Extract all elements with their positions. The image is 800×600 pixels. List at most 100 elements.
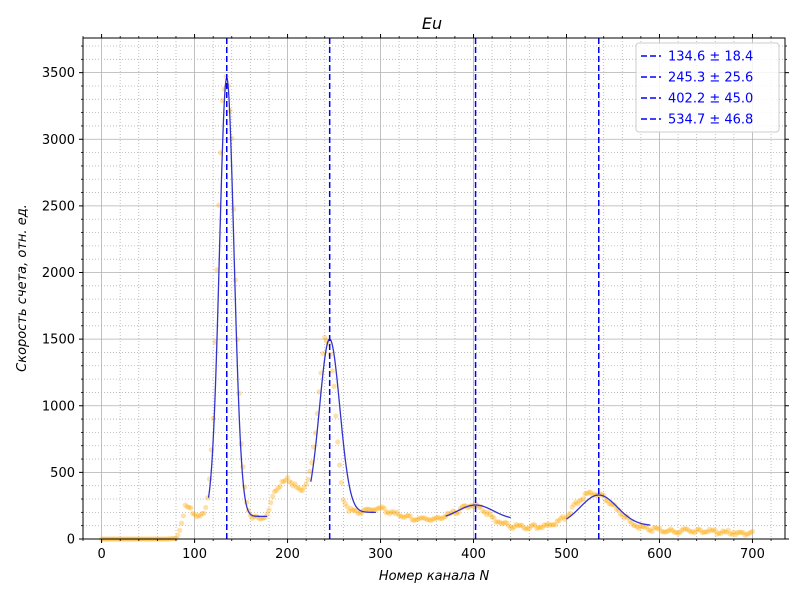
data-point <box>560 514 566 520</box>
data-point <box>569 504 575 510</box>
data-point <box>621 515 627 521</box>
x-tick-label: 500 <box>554 547 579 562</box>
data-point <box>731 529 737 535</box>
data-point <box>299 487 306 494</box>
y-tick-label: 3500 <box>42 66 75 81</box>
data-point <box>534 525 540 531</box>
data-point <box>682 526 689 532</box>
data-point <box>385 509 391 515</box>
data-point <box>396 512 402 519</box>
data-point <box>736 529 743 535</box>
y-tick-label: 2500 <box>42 199 75 214</box>
data-point <box>279 478 285 485</box>
data-point <box>522 526 529 532</box>
data-point <box>699 529 705 536</box>
peak-lines <box>225 38 600 539</box>
data-point <box>175 532 181 539</box>
data-point <box>338 479 345 486</box>
data-point <box>188 505 194 511</box>
data-point <box>173 535 179 541</box>
data-point <box>723 529 730 535</box>
data-point <box>266 507 272 513</box>
x-tick-label: 400 <box>461 547 486 562</box>
data-point <box>411 517 417 523</box>
data-point <box>733 531 739 538</box>
data-point <box>177 527 183 533</box>
data-point <box>193 514 200 520</box>
data-point <box>422 515 428 522</box>
data-point <box>515 523 521 529</box>
y-tick-labels: 0 500 1000 1500 2000 2500 3000 3500 <box>42 66 75 547</box>
data-point <box>190 510 196 517</box>
data-point <box>290 483 296 489</box>
data-point <box>701 529 707 535</box>
data-point <box>675 530 681 536</box>
data-point <box>642 524 648 531</box>
data-point <box>617 511 624 517</box>
data-point <box>355 510 361 517</box>
data-point <box>320 351 326 357</box>
data-point <box>562 516 568 522</box>
data-point <box>571 501 577 508</box>
data-point <box>394 509 400 515</box>
data-point <box>257 516 263 522</box>
data-point <box>582 491 588 497</box>
y-tick-label: 2000 <box>42 266 75 281</box>
data-point <box>249 515 255 521</box>
data-point <box>195 512 201 519</box>
data-point <box>610 501 616 507</box>
data-point <box>669 527 676 534</box>
x-axis-label: Номер канала N <box>379 569 490 584</box>
data-point <box>658 528 664 534</box>
data-point <box>296 485 302 491</box>
data-point <box>413 517 419 523</box>
data-point <box>197 513 203 519</box>
data-point <box>541 522 547 528</box>
data-point <box>653 525 659 531</box>
legend: 134.6 ± 18.4 245.3 ± 25.6 402.2 ± 45.0 534.… <box>635 42 780 133</box>
data-point <box>485 509 491 515</box>
data-point <box>433 515 439 521</box>
data-point <box>403 512 410 519</box>
data-point <box>500 520 506 526</box>
data-point <box>545 521 551 527</box>
data-point <box>351 507 358 513</box>
data-point <box>749 528 756 535</box>
data-point <box>283 477 289 483</box>
data-point <box>275 485 281 491</box>
data-point <box>634 524 640 530</box>
data-point <box>584 490 590 497</box>
data-point <box>277 483 283 490</box>
data-point <box>402 514 408 520</box>
data-point <box>664 529 670 535</box>
data-point <box>191 511 198 517</box>
data-point <box>554 518 560 524</box>
data-point <box>666 527 672 534</box>
data-point <box>720 528 726 534</box>
data-point <box>491 515 497 521</box>
data-point <box>694 527 700 533</box>
data-point <box>284 475 291 481</box>
data-point <box>376 505 382 511</box>
data-point <box>364 506 371 512</box>
data-point <box>586 489 592 495</box>
data-point <box>509 525 516 531</box>
data-point <box>377 505 384 511</box>
x-tick-label: 0 <box>97 547 105 562</box>
data-point <box>426 516 432 523</box>
data-point <box>725 527 731 533</box>
legend-label: 402.2 ± 45.0 <box>668 92 753 107</box>
fit-curves <box>207 76 651 526</box>
data-point <box>428 517 434 524</box>
data-point <box>636 525 642 531</box>
data-point <box>268 500 274 506</box>
data-point <box>632 522 638 529</box>
data-point <box>686 528 692 534</box>
data-point <box>549 522 555 528</box>
data-point <box>288 479 294 486</box>
x-tick-label: 300 <box>368 547 393 562</box>
data-point <box>271 488 278 495</box>
data-point <box>366 506 372 512</box>
x-tick-label: 600 <box>647 547 672 562</box>
data-point <box>655 526 661 532</box>
